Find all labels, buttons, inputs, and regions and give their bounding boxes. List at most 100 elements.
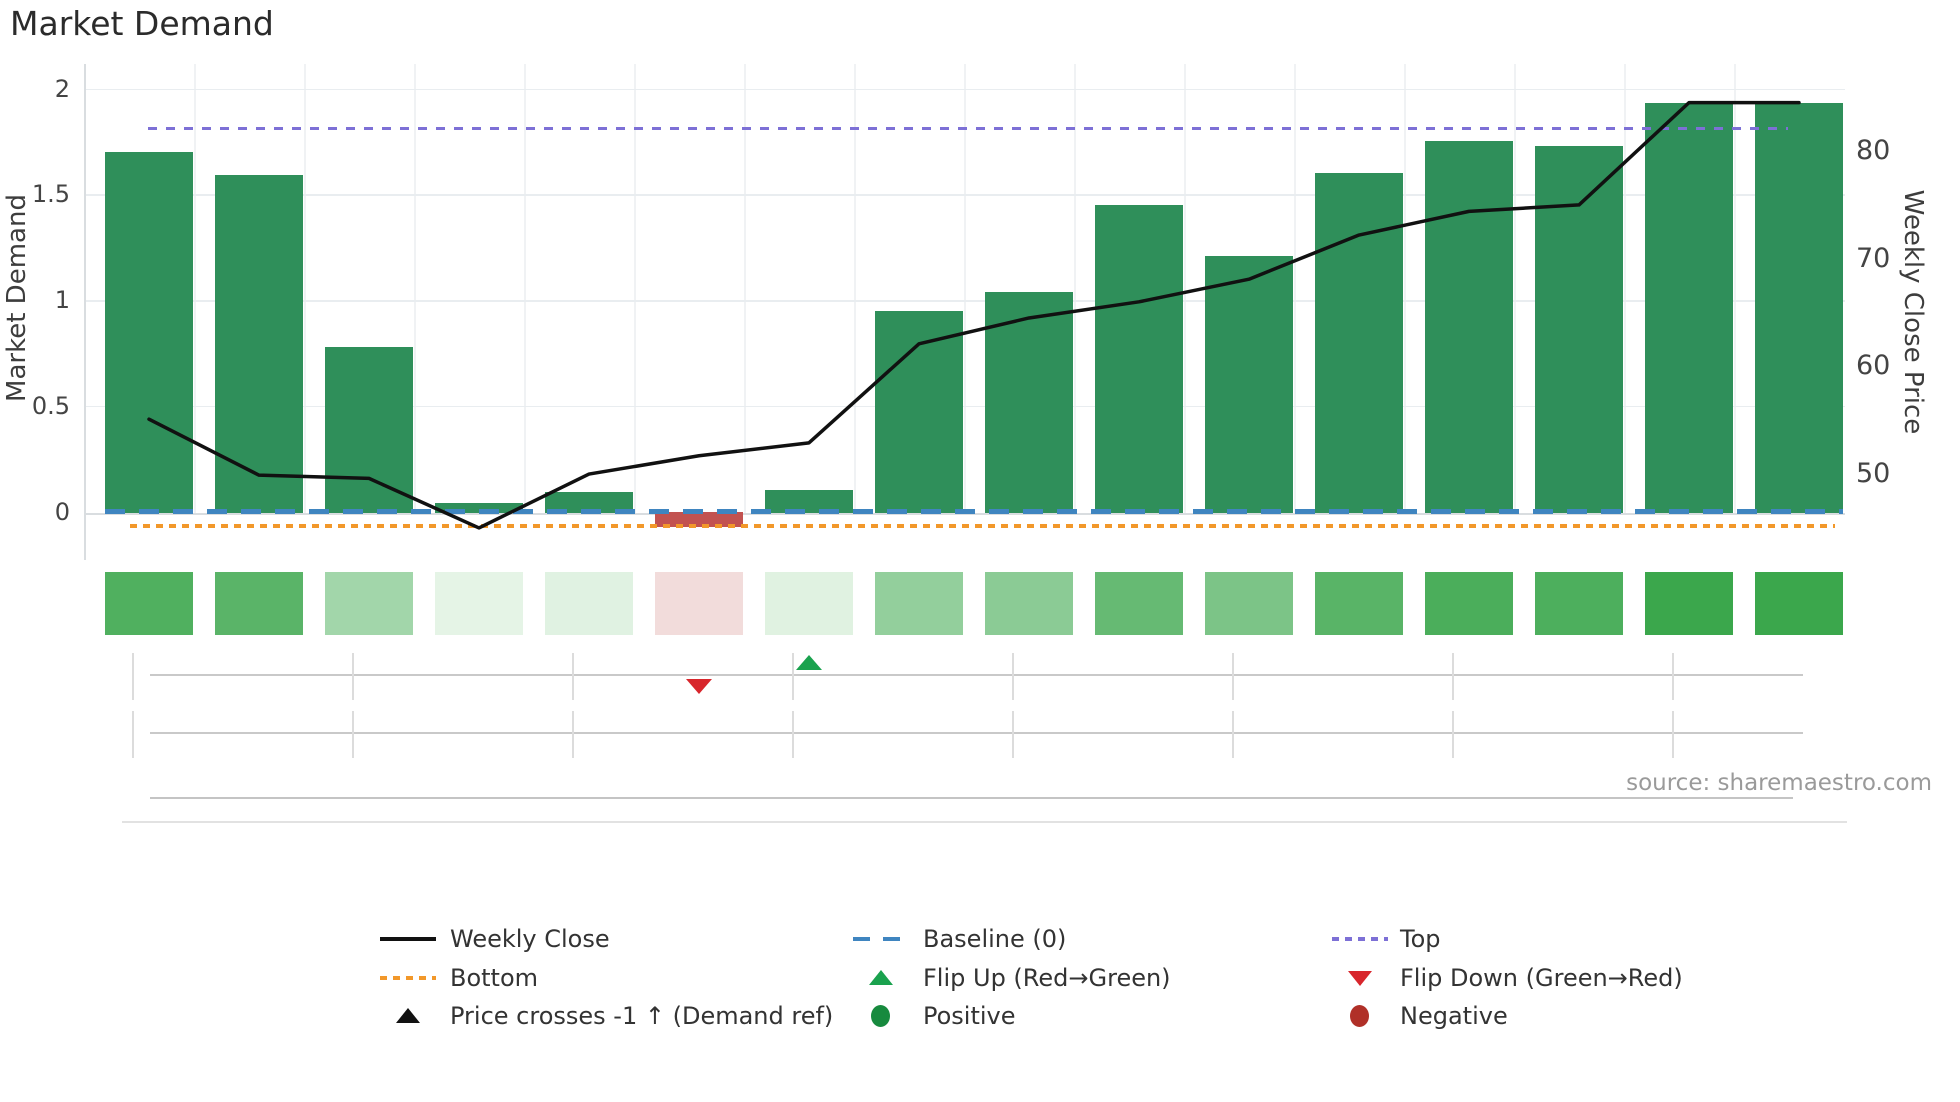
left-axis-tick-label: 1 [54,286,70,314]
x-gridline [1624,64,1626,513]
heatmap-cell[interactable] [105,572,193,635]
legend-item-label: Top [1400,925,1441,953]
right-axis-tick-label: 50 [1856,458,1891,489]
demand-bar[interactable] [105,151,193,513]
x-gridline [1074,64,1076,513]
heatmap-cell[interactable] [435,572,523,635]
demand-bar[interactable] [1425,141,1513,513]
legend-dash-swatch [853,936,909,941]
marker-row-tick [792,711,794,758]
x-gridline [304,64,306,513]
heatmap-cell[interactable] [1425,572,1513,635]
weekly-close-line[interactable] [147,100,1801,530]
legend-triangle-up-swatch [869,970,893,985]
right-axis-tick-label: 70 [1856,242,1891,274]
marker-row-tick [1232,711,1234,758]
legend-dot-swatch [1332,937,1388,941]
heatmap-cell[interactable] [985,572,1073,635]
y-gridline [84,194,1845,196]
demand-bar[interactable] [325,346,413,513]
legend-circle-swatch [1350,1005,1369,1027]
right-axis-tick-label: 60 [1856,350,1891,382]
demand-bar[interactable] [1095,204,1183,513]
marker-row-gridline [150,674,1803,676]
heatmap-cell[interactable] [655,572,743,635]
marker-row-tick [572,711,574,758]
marker-row-tick [1012,653,1014,700]
demand-bar[interactable] [1755,103,1843,513]
baseline-ref-line [105,509,1843,514]
legend-item-label: Price crosses -1 ↑ (Demand ref) [450,1002,834,1030]
heatmap-cell[interactable] [1315,572,1403,635]
left-axis-tick-label: 0.5 [31,391,70,420]
marker-row-tick [1452,711,1454,758]
left-axis-tick-label: 1.5 [31,180,70,209]
marker-panel-baseline [150,797,1793,799]
heatmap-cell[interactable] [545,572,633,635]
x-gridline [524,64,526,513]
marker-row-tick [352,711,354,758]
heatmap-cell[interactable] [1535,572,1623,635]
marker-row-tick [1012,711,1014,758]
marker-row-gridline [150,732,1803,734]
x-gridline [194,64,196,513]
legend-line-swatch [380,937,436,941]
demand-bar[interactable] [655,512,743,528]
x-gridline [964,64,966,513]
left-axis-tick-label: 0 [54,497,70,526]
x-gridline [1514,64,1516,513]
legend-item-label: Positive [923,1002,1016,1030]
marker-row-tick [1672,711,1674,758]
marker-row-tick [1672,653,1674,700]
legend-dot-swatch [380,976,436,980]
heatmap-cell[interactable] [1095,572,1183,635]
legend-item-label: Baseline (0) [923,925,1067,953]
demand-bar[interactable] [215,175,303,513]
heatmap-cell[interactable] [1755,572,1843,635]
marker-row-tick [132,653,134,700]
x-gridline [744,64,746,513]
legend-item-label: Weekly Close [450,925,610,953]
top-ref-line [148,126,1788,131]
y-gridline [84,300,1845,302]
bottom-separator [122,821,1847,823]
weekly-close-line-layer [147,100,1801,530]
heatmap-cell[interactable] [325,572,413,635]
heatmap-cell[interactable] [765,572,853,635]
y-gridline [84,405,1845,408]
legend-circle-swatch [871,1005,890,1027]
y-axis-line [84,64,86,560]
right-axis-tick-label: 80 [1856,135,1891,166]
demand-bar[interactable] [985,291,1073,513]
marker-row-tick [132,711,134,758]
x-axis-line [84,513,1845,515]
x-gridline [414,64,416,513]
demand-bar[interactable] [1205,255,1293,513]
demand-bar[interactable] [765,490,853,513]
x-gridline [854,64,856,513]
marker-row-tick [572,653,574,700]
demand-bar[interactable] [1645,103,1733,513]
page-title: Market Demand [10,4,274,43]
legend-item-label: Flip Down (Green→Red) [1400,964,1683,992]
heatmap-cell[interactable] [875,572,963,635]
flip-up-marker[interactable] [796,655,822,670]
left-axis-tick-label: 2 [54,74,70,103]
heatmap-cell[interactable] [1205,572,1293,635]
flip-down-marker[interactable] [686,679,712,694]
marker-row-tick [792,653,794,700]
x-gridline [1404,64,1406,513]
demand-bar[interactable] [435,503,523,513]
y-gridline [84,88,1845,90]
demand-bar[interactable] [545,492,633,513]
heatmap-cell[interactable] [215,572,303,635]
marker-row-tick [1232,653,1234,700]
legend-item-label: Flip Up (Red→Green) [923,964,1171,992]
source-credit: source: sharemaestro.com [1626,770,1932,796]
heatmap-cell[interactable] [1645,572,1733,635]
legend-item-label: Bottom [450,964,539,992]
marker-row-tick [352,653,354,700]
x-gridline [1294,64,1296,513]
legend-triangle-up-swatch [396,1008,420,1023]
